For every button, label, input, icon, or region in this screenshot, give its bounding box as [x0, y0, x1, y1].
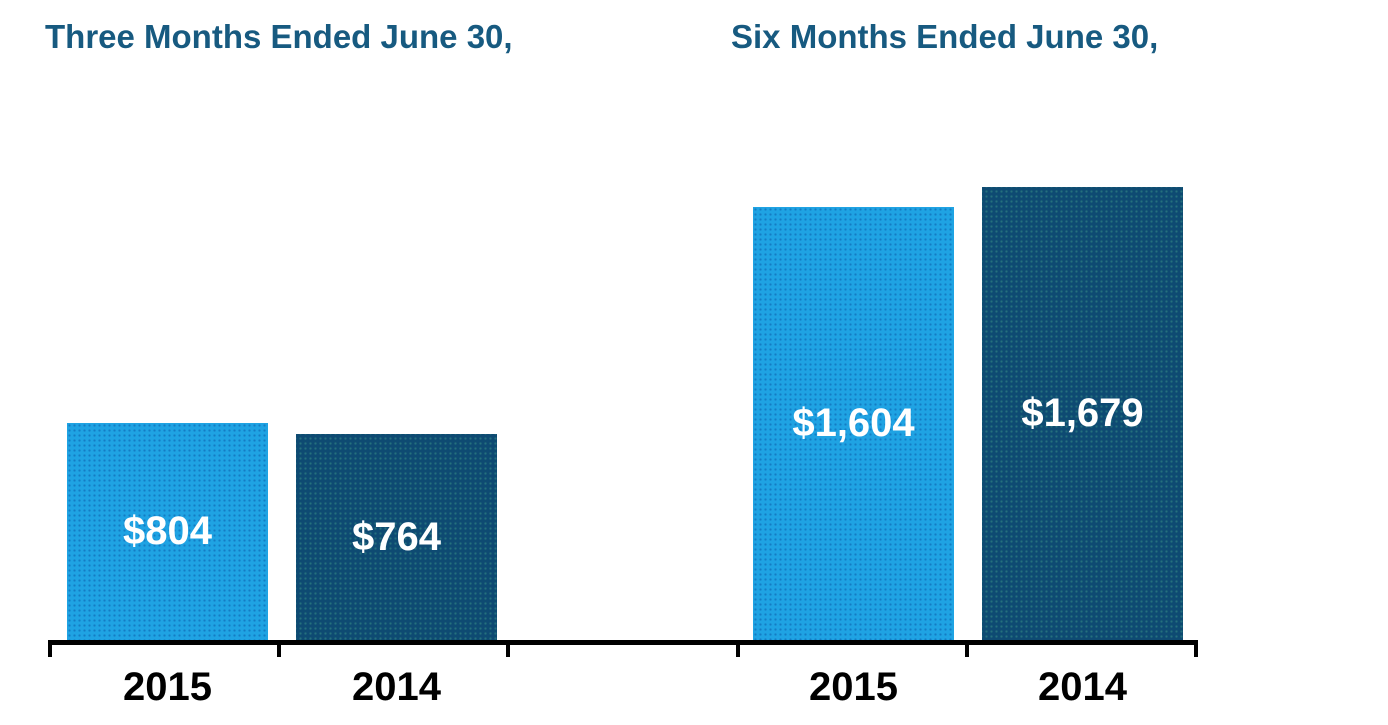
chart-title-six-months: Six Months Ended June 30, [731, 18, 1159, 55]
bar-six-months-2015: $1,604 [753, 207, 954, 640]
x-axis-tick [965, 640, 969, 657]
bar-value-label: $764 [352, 514, 441, 559]
x-axis-label-six-months-2015: 2015 [809, 665, 898, 709]
bar-three-months-2014: $764 [296, 434, 497, 640]
x-axis-tick [48, 640, 52, 657]
x-axis-label-three-months-2015: 2015 [123, 665, 212, 709]
x-axis-tick [736, 640, 740, 657]
bar-six-months-2014: $1,679 [982, 187, 1183, 640]
x-axis-tick [277, 640, 281, 657]
bar-value-label: $1,604 [792, 401, 915, 445]
x-axis-label-six-months-2014: 2014 [1038, 665, 1127, 709]
bar-value-label: $1,679 [1021, 391, 1144, 435]
bar-three-months-2015: $804 [67, 423, 268, 640]
chart-title-three-months: Three Months Ended June 30, [45, 18, 513, 55]
x-axis-tick [1194, 640, 1198, 657]
x-axis-tick [506, 640, 510, 657]
x-axis-line [48, 640, 1198, 645]
bar-value-label: $804 [123, 509, 212, 553]
x-axis-label-three-months-2014: 2014 [352, 665, 441, 709]
